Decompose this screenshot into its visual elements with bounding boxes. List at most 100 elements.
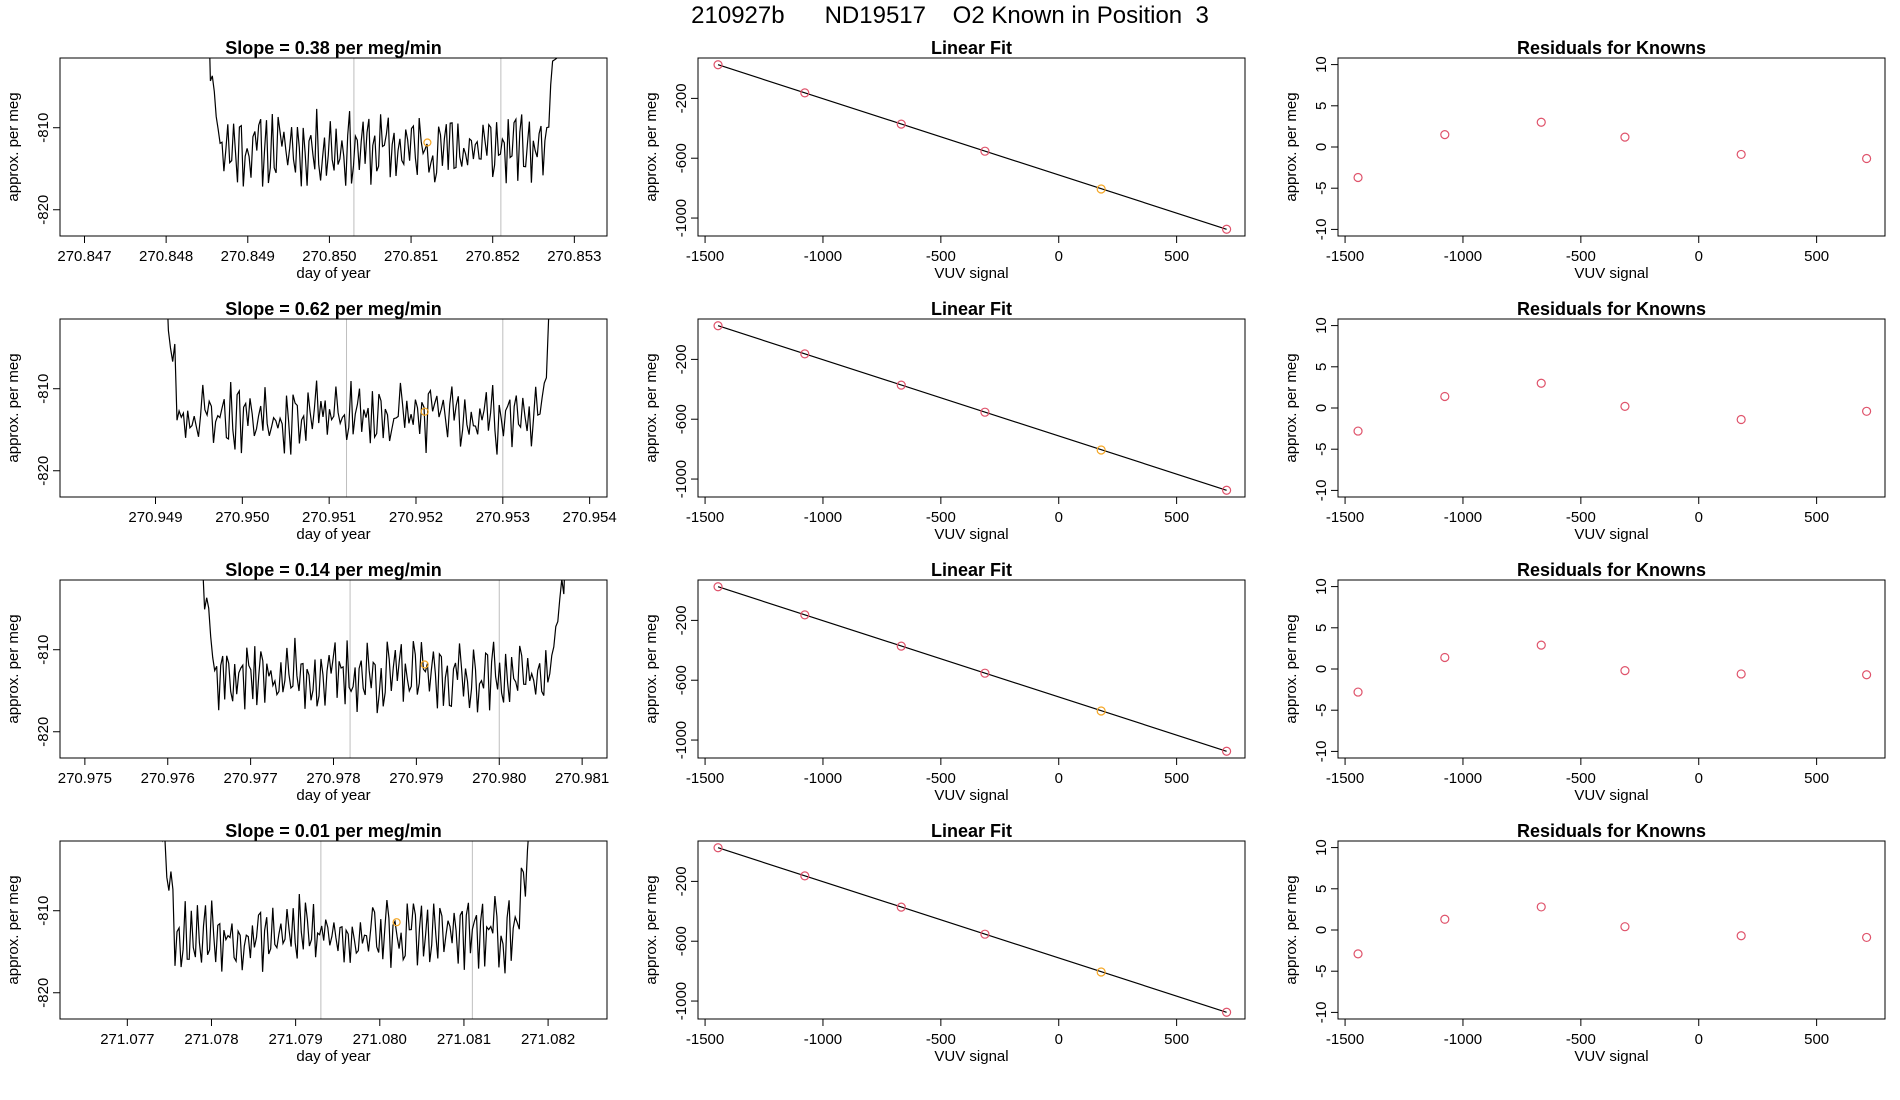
plot-frame — [1337, 57, 1886, 237]
chart-panel: Residuals for Knowns -1500 -1000 -500 0 500 -1… — [1283, 560, 1886, 804]
y-axis-label: approx. per meg — [643, 92, 660, 201]
highlight-point — [1096, 445, 1106, 455]
plot-area — [713, 582, 1232, 756]
data-point — [980, 407, 990, 417]
y-tick-label: -200 — [673, 866, 690, 896]
x-axis-label: VUV signal — [934, 1048, 1008, 1065]
chart-title: Linear Fit — [931, 821, 1012, 841]
x-tick-label: 270.976 — [141, 770, 195, 787]
x-tick-label: 0 — [1695, 770, 1703, 787]
x-axis-label: day of year — [296, 265, 370, 282]
y-tick-label: 5 — [1313, 363, 1330, 371]
chart-panel: Residuals for Knowns -1500 -1000 -500 0 500 -1… — [1283, 38, 1886, 282]
x-tick-label: -1000 — [1444, 509, 1482, 526]
x-tick-label: -1500 — [686, 509, 724, 526]
fit-line — [717, 586, 1227, 752]
y-tick-label: -10 — [1313, 219, 1330, 241]
x-tick-label: -1000 — [804, 1031, 842, 1048]
chart-panel: Slope = 0.01 per meg/min 271.077 271.078 27… — [5, 821, 608, 1065]
y-tick-label: 10 — [1313, 578, 1330, 595]
y-tick-label: 10 — [1313, 317, 1330, 334]
x-tick-label: 270.980 — [472, 770, 526, 787]
y-tick-label: -600 — [673, 665, 690, 695]
x-tick-label: 270.950 — [215, 509, 269, 526]
data-point — [1353, 426, 1363, 436]
y-tick-label: 0 — [1313, 926, 1330, 934]
chart-title: Residuals for Knowns — [1517, 821, 1706, 841]
highlight-point — [420, 660, 429, 669]
x-tick-label: 500 — [1804, 509, 1829, 526]
x-tick-label: -1000 — [804, 248, 842, 265]
plot-frame — [59, 840, 608, 1020]
plot-frame — [59, 579, 608, 759]
y-axis-label: approx. per meg — [5, 614, 22, 723]
y-tick-label: -600 — [673, 404, 690, 434]
data-trace — [167, 319, 550, 455]
x-tick-label: 270.981 — [555, 770, 609, 787]
chart-panel: Linear Fit -1500 -1000 -500 0 500 -200 -600 -100… — [643, 821, 1246, 1065]
y-tick-label: -810 — [35, 896, 52, 926]
y-tick-label: 0 — [1313, 143, 1330, 151]
plot-frame — [59, 318, 608, 498]
y-axis-label: approx. per meg — [5, 92, 22, 201]
x-axis-label: VUV signal — [1574, 265, 1648, 282]
x-tick-label: 270.951 — [302, 509, 356, 526]
data-point — [1736, 414, 1746, 425]
plot-area — [713, 843, 1232, 1017]
x-tick-label: -1500 — [1326, 1031, 1364, 1048]
data-point — [1862, 153, 1872, 164]
highlight-point — [420, 407, 429, 416]
y-tick-label: -200 — [673, 83, 690, 113]
plot-area — [202, 580, 565, 758]
x-axis-label: day of year — [296, 1048, 370, 1065]
x-axis-label: VUV signal — [934, 526, 1008, 543]
x-axis-label: day of year — [296, 526, 370, 543]
x-tick-label: 270.949 — [128, 509, 182, 526]
x-tick-label: 0 — [1055, 248, 1063, 265]
x-tick-label: 500 — [1164, 1031, 1189, 1048]
data-point — [713, 843, 723, 853]
x-tick-label: -500 — [926, 1031, 956, 1048]
x-tick-label: -1500 — [686, 770, 724, 787]
data-point — [1620, 666, 1630, 676]
y-tick-label: -1000 — [673, 721, 690, 759]
y-tick-label: -820 — [35, 717, 52, 747]
x-tick-label: 500 — [1804, 1031, 1829, 1048]
data-point — [713, 60, 723, 70]
x-tick-label: 270.849 — [221, 248, 275, 265]
y-axis-label: approx. per meg — [643, 875, 660, 984]
y-tick-label: 0 — [1313, 404, 1330, 412]
chart-title: Linear Fit — [931, 38, 1012, 58]
y-axis-label: approx. per meg — [1283, 875, 1300, 984]
data-point — [1862, 670, 1872, 680]
x-tick-label: 271.079 — [269, 1031, 323, 1048]
y-tick-label: -200 — [673, 344, 690, 374]
y-axis-label: approx. per meg — [643, 614, 660, 723]
data-point — [800, 349, 810, 359]
x-tick-label: -500 — [1566, 770, 1596, 787]
x-tick-label: -1500 — [1326, 248, 1364, 265]
data-point — [1222, 224, 1232, 234]
y-tick-label: 10 — [1313, 839, 1330, 856]
x-tick-label: 270.853 — [547, 248, 601, 265]
plot-area — [1353, 640, 1872, 697]
x-tick-label: -1500 — [686, 248, 724, 265]
y-tick-label: -5 — [1313, 704, 1330, 717]
chart-panel: Slope = 0.14 per meg/min 270.975 270.976 27… — [5, 560, 609, 804]
y-tick-label: -1000 — [673, 460, 690, 498]
x-tick-label: 270.952 — [389, 509, 443, 526]
x-tick-label: 271.080 — [353, 1031, 407, 1048]
y-axis-label: approx. per meg — [5, 353, 22, 462]
fit-line — [717, 64, 1227, 230]
data-point — [1620, 132, 1630, 142]
x-tick-label: 500 — [1804, 770, 1829, 787]
x-axis-label: day of year — [296, 787, 370, 804]
x-tick-label: 270.975 — [58, 770, 112, 787]
y-tick-label: -5 — [1313, 965, 1330, 978]
plot-area — [209, 58, 558, 236]
x-tick-label: 0 — [1695, 248, 1703, 265]
y-tick-label: 5 — [1313, 885, 1330, 893]
plot-frame — [59, 57, 608, 237]
chart-panel: Residuals for Knowns -1500 -1000 -500 0 500 -1… — [1283, 299, 1886, 543]
